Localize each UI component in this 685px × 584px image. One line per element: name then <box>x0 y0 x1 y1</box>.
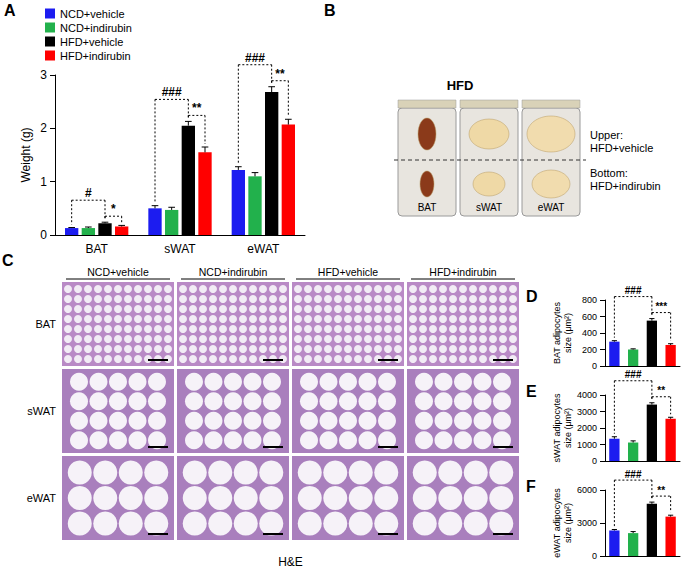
svg-text:HFD+vehicle: HFD+vehicle <box>590 142 653 154</box>
svg-text:6000: 6000 <box>577 485 597 495</box>
svg-text:BAT: BAT <box>85 242 108 256</box>
svg-text:400: 400 <box>582 328 597 338</box>
svg-text:###: ### <box>625 285 642 296</box>
svg-text:0: 0 <box>592 551 597 561</box>
svg-text:2: 2 <box>40 121 47 135</box>
svg-text:NCD+vehicle: NCD+vehicle <box>60 8 125 20</box>
svg-text:3000: 3000 <box>577 407 597 417</box>
svg-text:2000: 2000 <box>577 423 597 433</box>
svg-text:Bottom:: Bottom: <box>590 167 628 179</box>
svg-text:H&E: H&E <box>278 555 303 569</box>
svg-text:1: 1 <box>40 175 47 189</box>
svg-text:F: F <box>526 478 536 495</box>
svg-text:0: 0 <box>592 456 597 466</box>
svg-text:###: ### <box>625 469 642 480</box>
svg-text:A: A <box>4 2 16 19</box>
svg-text:eWAT: eWAT <box>538 202 565 213</box>
svg-text:NCD+indirubin: NCD+indirubin <box>199 266 268 278</box>
svg-text:200: 200 <box>582 345 597 355</box>
svg-text:**: ** <box>192 101 202 115</box>
svg-text:D: D <box>526 288 538 305</box>
svg-text:4000: 4000 <box>577 390 597 400</box>
svg-text:800: 800 <box>582 295 597 305</box>
svg-text:eWAT: eWAT <box>27 492 57 504</box>
svg-text:size (μm²): size (μm²) <box>563 503 573 543</box>
svg-text:sWAT: sWAT <box>27 405 56 417</box>
svg-text:HFD+indirubin: HFD+indirubin <box>590 180 661 192</box>
svg-text:###: ### <box>625 369 642 380</box>
svg-text:BAT: BAT <box>418 202 437 213</box>
svg-text:#: # <box>85 186 92 200</box>
svg-text:E: E <box>526 383 537 400</box>
svg-text:sWAT: sWAT <box>164 242 196 256</box>
svg-text:sWAT adipocytes: sWAT adipocytes <box>552 393 562 462</box>
svg-text:eWAT adipocytes: eWAT adipocytes <box>552 488 562 558</box>
svg-text:NCD+indirubin: NCD+indirubin <box>60 22 132 34</box>
svg-text:size (μm²): size (μm²) <box>563 408 573 448</box>
svg-text:B: B <box>324 2 336 19</box>
svg-text:###: ### <box>162 85 182 99</box>
svg-text:600: 600 <box>582 312 597 322</box>
svg-text:0: 0 <box>40 228 47 242</box>
svg-text:###: ### <box>245 51 265 65</box>
svg-text:size (μm²): size (μm²) <box>563 313 573 353</box>
svg-text:HFD+indirubin: HFD+indirubin <box>60 50 131 62</box>
svg-text:Weight (g): Weight (g) <box>19 127 33 182</box>
svg-text:3: 3 <box>40 68 47 82</box>
svg-text:HFD+vehicle: HFD+vehicle <box>318 266 379 278</box>
svg-text:BAT adipocytes: BAT adipocytes <box>552 301 562 364</box>
svg-text:HFD+indirubin: HFD+indirubin <box>429 266 497 278</box>
svg-text:0: 0 <box>592 361 597 371</box>
svg-text:*: * <box>111 202 116 216</box>
svg-text:BAT: BAT <box>35 318 56 330</box>
svg-text:**: ** <box>657 485 665 496</box>
svg-text:**: ** <box>657 385 665 396</box>
svg-text:3000: 3000 <box>577 518 597 528</box>
svg-text:C: C <box>2 252 14 269</box>
svg-text:1000: 1000 <box>577 440 597 450</box>
svg-text:***: *** <box>655 301 667 312</box>
svg-text:**: ** <box>275 67 285 81</box>
svg-text:eWAT: eWAT <box>247 242 280 256</box>
svg-text:NCD+vehicle: NCD+vehicle <box>87 266 149 278</box>
svg-text:Upper:: Upper: <box>590 129 623 141</box>
svg-text:HFD+vehicle: HFD+vehicle <box>60 36 123 48</box>
svg-text:HFD: HFD <box>447 78 474 93</box>
svg-text:sWAT: sWAT <box>476 202 502 213</box>
